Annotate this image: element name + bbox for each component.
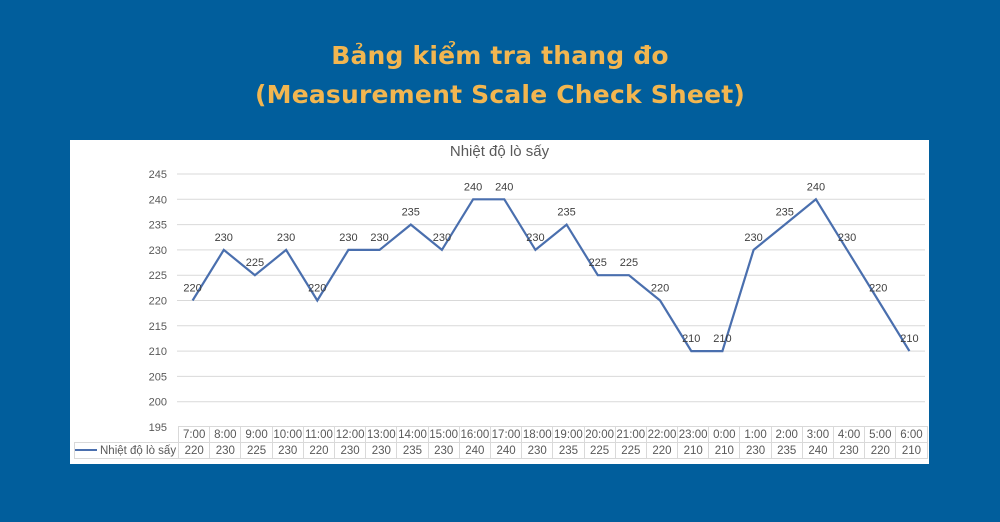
legend-line-icon [75,449,97,452]
data-table-value-cell: 220 [864,442,897,459]
data-point-label: 220 [308,283,326,295]
data-point-label: 230 [277,232,295,244]
page-heading: Bảng kiểm tra thang đo (Measurement Scal… [0,36,1000,114]
data-table-category-cell: 21:00 [614,426,647,443]
data-table-value-cell: 210 [708,442,741,459]
data-table: 7:00 8:00 9:00 10:00 11:00 12:00 13:00 14:00 15:… [73,426,928,459]
data-table-value-cell: 210 [677,442,710,459]
y-axis-tick-label: 210 [149,346,167,358]
data-table-value-cell: 240 [458,442,491,459]
data-point-label: 235 [402,207,420,219]
data-point-label: 230 [838,232,856,244]
data-table-category-cell: 12:00 [334,426,367,443]
y-axis-tick-label: 200 [149,397,167,409]
data-table-value-cell: 225 [614,442,647,459]
data-table-value-cell: 240 [801,442,835,459]
data-table-value-cell: 230 [427,442,460,459]
data-point-label: 235 [557,207,575,219]
data-point-label: 220 [183,283,201,295]
series-line [191,197,911,353]
data-table-value-cell: 230 [365,442,398,459]
data-point-label: 225 [620,257,638,269]
data-table-value-cell: 230 [209,442,242,459]
data-table-value-cell: 225 [240,442,273,459]
data-point-label: 240 [495,181,513,193]
data-table-value-cell: 220 [178,442,211,459]
data-table-value-cell: 210 [895,442,928,459]
chart-panel: Nhiệt độ lò sấy 195 200 205 210 215 220 225 230… [70,140,929,464]
data-table-category-cell: 11:00 [302,426,336,443]
y-axis-tick-label: 230 [149,245,167,257]
data-table-category-cell: 15:00 [427,426,460,443]
data-table-category-cell: 5:00 [864,426,897,443]
heading-line-1: Bảng kiểm tra thang đo [331,41,669,70]
data-table-corner [74,426,180,443]
data-point-label: 210 [682,333,700,345]
data-table-value-cell: 225 [583,442,616,459]
data-point-label: 230 [433,232,451,244]
data-table-value-cell: 230 [739,442,772,459]
data-table-value-cell: 230 [334,442,367,459]
data-point-label: 240 [807,181,825,193]
data-table-category-cell: 0:00 [708,426,741,443]
data-point-label: 230 [339,232,357,244]
data-table-value-cell: 220 [302,442,336,459]
data-table-category-cell: 16:00 [458,426,491,443]
data-table-category-cell: 2:00 [770,426,803,443]
data-table-category-cell: 13:00 [365,426,398,443]
y-axis-tick-label: 215 [149,321,167,333]
data-table-category-cell: 3:00 [801,426,835,443]
legend-label: Nhiệt độ lò sấy [100,444,177,457]
data-point-label: 230 [370,232,388,244]
y-axis-tick-label: 220 [149,296,167,308]
data-table-value-cell: 235 [770,442,803,459]
data-table-value-cell: 230 [271,442,304,459]
data-table-value-cell: 230 [521,442,554,459]
data-table-category-cell: 22:00 [645,426,679,443]
data-point-label: 230 [744,232,762,244]
data-table-category-cell: 10:00 [271,426,304,443]
heading-line-2: (Measurement Scale Check Sheet) [254,80,745,109]
data-table-category-cell: 7:00 [178,426,211,443]
data-table-category-cell: 8:00 [209,426,242,443]
data-table-value-row: Nhiệt độ lò sấy 220 230 225 230 220 230 230 235… [73,442,928,459]
data-table-category-cell: 20:00 [583,426,616,443]
y-axis-tick-label: 225 [149,270,167,282]
y-axis-tick-label: 240 [149,194,167,206]
line-chart-plot: 1952002052102152202252302352402452202302… [149,169,925,434]
data-point-label: 220 [869,283,887,295]
data-table-category-cell: 9:00 [240,426,273,443]
data-table-category-cell: 6:00 [895,426,928,443]
data-table-value-cell: 240 [489,442,523,459]
data-table-category-cell: 17:00 [489,426,523,443]
data-table-category-cell: 14:00 [396,426,429,443]
data-point-label: 235 [776,207,794,219]
legend-entry: Nhiệt độ lò sấy [73,442,180,459]
data-table-header-row: 7:00 8:00 9:00 10:00 11:00 12:00 13:00 14:00 15:… [74,426,928,443]
data-table-value-cell: 230 [833,442,866,459]
data-point-label: 220 [651,283,669,295]
data-table-category-cell: 4:00 [833,426,866,443]
data-table-value-cell: 220 [645,442,679,459]
data-table-category-cell: 23:00 [677,426,710,443]
data-point-label: 210 [713,333,731,345]
y-axis-tick-label: 245 [149,169,167,181]
data-point-label: 225 [589,257,607,269]
data-table-value-cell: 235 [552,442,585,459]
data-point-label: 240 [464,181,482,193]
data-table-category-cell: 1:00 [739,426,772,443]
y-axis-tick-label: 235 [149,220,167,232]
data-point-label: 210 [900,333,918,345]
data-table-category-cell: 18:00 [521,426,554,443]
data-table-value-cell: 235 [396,442,429,459]
data-table-category-cell: 19:00 [552,426,585,443]
data-point-label: 230 [526,232,544,244]
chart-title: Nhiệt độ lò sấy [449,143,550,160]
data-point-label: 230 [215,232,233,244]
y-axis-tick-label: 205 [149,371,167,383]
data-point-label: 225 [246,257,264,269]
